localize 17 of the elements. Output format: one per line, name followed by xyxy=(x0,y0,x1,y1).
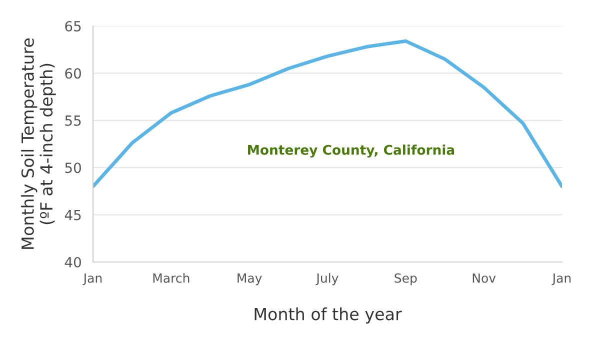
y-tick-label: 55 xyxy=(65,116,81,126)
x-tick-label: Jan xyxy=(82,273,102,286)
y-tick-label: 65 xyxy=(65,20,81,32)
y-axis-title: Monthly Soil Temperature (ºF at 4-inch depth) xyxy=(21,38,56,249)
x-axis-title: Month of the year xyxy=(254,307,402,324)
y-tick-label: 50 xyxy=(65,162,81,174)
x-tick-label: Sep xyxy=(394,273,417,286)
x-tick-label: July xyxy=(316,273,338,286)
x-tick-label: Nov xyxy=(472,273,496,283)
annotation: Monterey County, California xyxy=(248,144,454,158)
y-tick-label: 45 xyxy=(64,210,81,220)
x-tick-label: March xyxy=(153,273,190,283)
x-tick-label: May xyxy=(238,273,262,286)
x-tick-label: Jan xyxy=(552,273,571,286)
line-series xyxy=(93,39,562,188)
y-tick-label: 40 xyxy=(64,256,81,268)
y-tick-label: 60 xyxy=(65,68,81,79)
